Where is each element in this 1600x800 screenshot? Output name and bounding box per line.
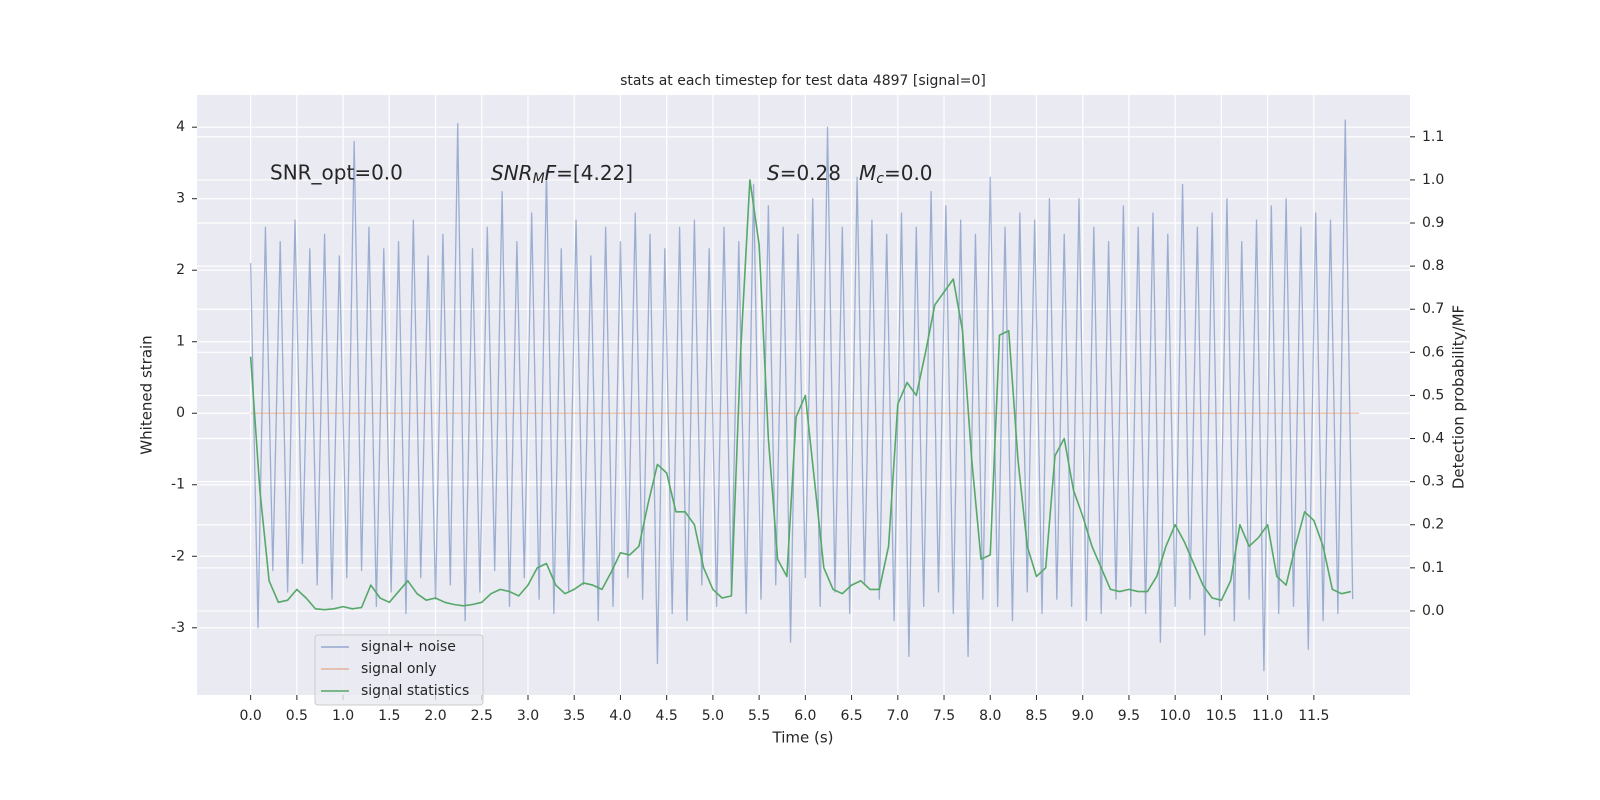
x-tick-label: 3.0 — [517, 708, 539, 724]
y2-tick-label: 1.0 — [1422, 172, 1444, 188]
y2-tick-label: 0.7 — [1422, 301, 1444, 317]
x-tick-label: 7.0 — [887, 708, 909, 724]
chart-title: stats at each timestep for test data 489… — [620, 73, 986, 89]
x-tick-label: 0.5 — [286, 708, 308, 724]
annotation-part: c — [876, 171, 884, 187]
y2-tick-label: 0.5 — [1422, 387, 1444, 403]
x-tick-label: 4.0 — [609, 708, 631, 724]
x-tick-label: 10.5 — [1206, 708, 1237, 724]
x-tick-label: 1.5 — [378, 708, 400, 724]
series-line — [249, 179, 1352, 611]
annotation-part: =[4.22] — [556, 161, 633, 185]
x-tick-label: 11.0 — [1252, 708, 1283, 724]
x-tick-label: 3.5 — [563, 708, 585, 724]
x-tick-label: 4.5 — [656, 708, 678, 724]
legend-label: signal+ noise — [361, 639, 456, 655]
x-tick-label: 6.0 — [794, 708, 816, 724]
x-tick-label: 1.0 — [332, 708, 354, 724]
x-tick-label: 2.5 — [471, 708, 493, 724]
y2-tick-label: 0.9 — [1422, 215, 1444, 231]
y2-tick-label: 0.8 — [1422, 258, 1444, 274]
y2-tick-label: 1.1 — [1422, 129, 1444, 145]
annotation-part: S — [767, 161, 780, 185]
series-line — [249, 119, 1354, 672]
annotation-part: F — [545, 161, 557, 185]
legend-box — [314, 634, 484, 706]
y-tick-label: -2 — [171, 548, 185, 564]
annotation-part: SNR — [491, 161, 533, 185]
y2-tick-label: 0.1 — [1422, 560, 1444, 576]
y-tick-label: 1 — [176, 334, 185, 350]
x-tick-label: 6.5 — [840, 708, 862, 724]
annotation: SNR_opt=0.0 — [270, 161, 403, 185]
y2-tick-label: 0.2 — [1422, 517, 1444, 533]
y-tick-label: 4 — [176, 119, 185, 135]
x-tick-label: 7.5 — [933, 708, 955, 724]
x-tick-label: 5.0 — [702, 708, 724, 724]
x-axis-label: Time (s) — [772, 729, 834, 747]
annotation-part: M — [859, 161, 876, 185]
x-tick-label: 0.0 — [239, 708, 261, 724]
x-tick-label: 2.0 — [424, 708, 446, 724]
axes: 0.0 0.5 1.0 1.5 2.0 2.5 3.0 3.5 4.0 4.5 5.0 5.5 6.0 6… — [171, 119, 1444, 724]
annotation-part: M — [533, 171, 545, 187]
annotation: SNRMF=[4.22] — [491, 161, 633, 188]
x-tick-label: 9.5 — [1118, 708, 1140, 724]
x-tick-label: 5.5 — [748, 708, 770, 724]
y2-tick-label: 0.0 — [1422, 603, 1444, 619]
x-tick-label: 9.0 — [1072, 708, 1094, 724]
y2-tick-label: 0.6 — [1422, 344, 1444, 360]
legend-label: signal only — [361, 661, 436, 677]
x-tick-label: 8.5 — [1025, 708, 1047, 724]
annotation-part: =0.0 — [884, 161, 933, 185]
y-tick-label: -1 — [171, 477, 185, 493]
y-tick-label: 2 — [176, 262, 185, 278]
y2-axis-label: Detection probability/MF — [1450, 305, 1468, 489]
x-tick-label: 8.0 — [979, 708, 1001, 724]
y2-tick-label: 0.4 — [1422, 431, 1444, 447]
annotation: S=0.28 Mc=0.0 — [767, 161, 933, 188]
y-tick-label: 0 — [176, 405, 185, 421]
y-tick-label: 3 — [176, 191, 185, 207]
y-axis-label: Whitened strain — [138, 335, 156, 454]
x-tick-label: 10.0 — [1160, 708, 1191, 724]
y-tick-label: -3 — [171, 620, 185, 636]
marks — [249, 119, 1360, 672]
annotation-part: =0.28 — [780, 161, 841, 185]
legend: signal+ noise signal only signal statistic… — [314, 634, 484, 706]
legend-label: signal statistics — [361, 683, 469, 699]
y2-tick-label: 0.3 — [1422, 474, 1444, 490]
x-tick-label: 11.5 — [1298, 708, 1329, 724]
